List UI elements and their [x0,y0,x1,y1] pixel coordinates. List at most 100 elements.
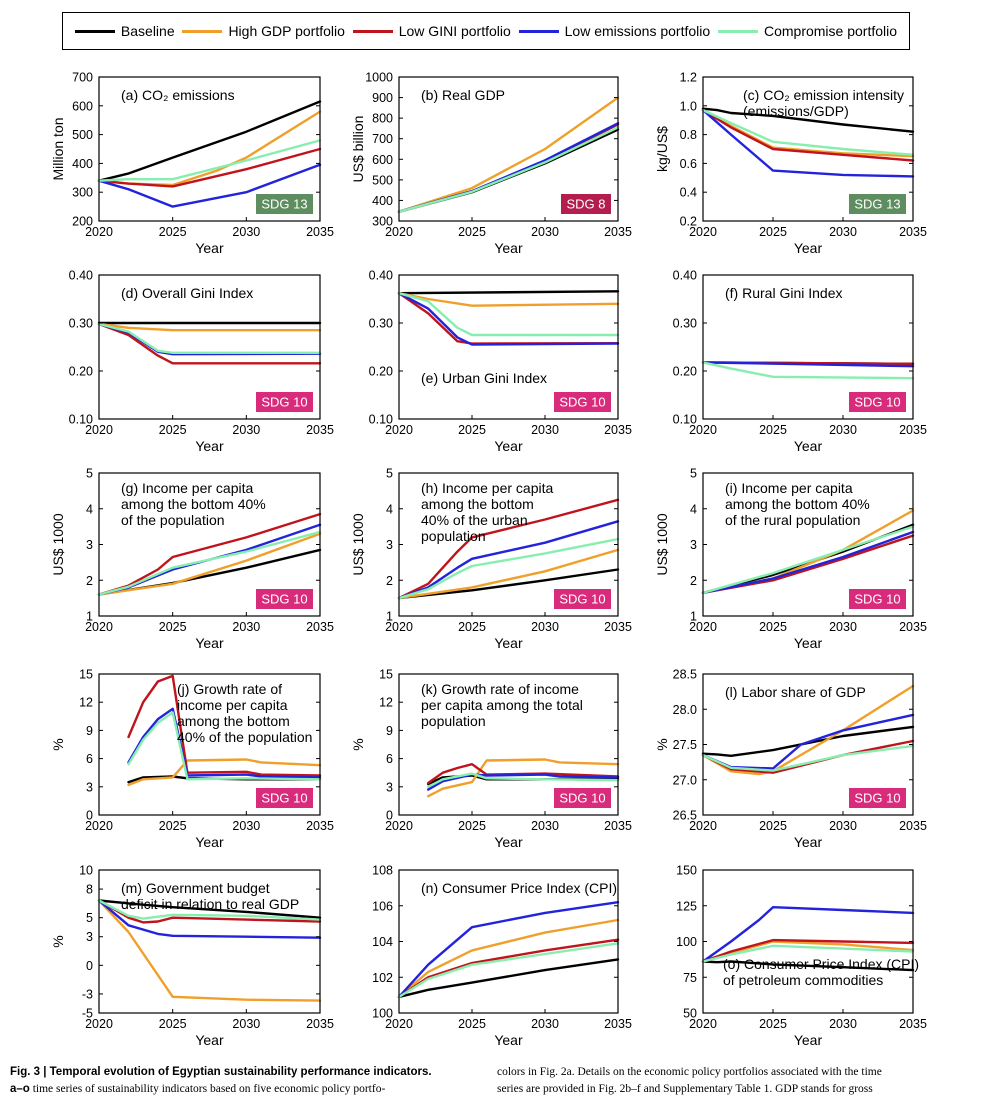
panel-title: (f) Rural Gini Index [725,285,842,301]
y-tick-label: 0.2 [680,215,697,229]
y-tick-label: 0 [86,959,93,973]
legend-item-high-gdp: High GDP portfolio [182,23,345,39]
series-line-low-emissions-portfolio [397,901,620,999]
sdg-badge [561,194,611,214]
panel-o: 50 75 100 125 150 2020 2025 2030 2035 Year (o) Con… [676,864,927,1049]
series-line-compromise-portfolio [701,361,915,380]
y-tick-label: 1.0 [680,99,697,113]
y-tick-label: 12 [79,696,93,710]
x-tick-label: 2035 [604,225,632,239]
y-tick-label: 400 [372,194,393,208]
panel-title: (h) Income per capita [421,480,553,496]
y-tick-label: 26.5 [673,809,697,823]
x-tick-label: 2035 [306,1017,334,1031]
x-tick-label: 2020 [385,1017,413,1031]
x-tick-label: 2030 [531,620,559,634]
legend: Baseline High GDP portfolio Low GINI por… [62,12,910,50]
y-tick-label: 200 [72,215,93,229]
sdg-badge-label: SDG 10 [559,592,605,607]
series-line-low-emissions-portfolio [701,713,915,770]
y-axis-label: Million ton [50,117,66,180]
series-line-low-emissions-portfolio [701,108,915,178]
panel-d: 0.10 0.20 0.30 0.40 2020 2025 2030 2035 Year (d) … [69,269,334,455]
x-tick-label: 2020 [385,423,413,437]
y-tick-label: 0.8 [680,128,697,142]
y-tick-label: 3 [86,930,93,944]
legend-label: High GDP portfolio [228,23,345,39]
y-tick-label: 0 [86,809,93,823]
x-tick-label: 2030 [829,423,857,437]
y-axis-label: % [50,738,66,750]
x-tick-label: 2035 [604,423,632,437]
panel-e: 0.10 0.20 0.30 0.40 2020 2025 2030 2035 Year (e) … [369,269,632,455]
legend-label: Compromise portfolio [763,23,898,39]
series-line-baseline [97,899,322,919]
y-axis-label: % [654,738,670,750]
series-line-high-gdp-portfolio [397,96,620,213]
x-tick-label: 2025 [159,225,187,239]
sdg-badge-label: SDG 10 [559,395,605,410]
x-tick-label: 2025 [458,1017,486,1031]
plot-frame [98,673,321,816]
x-axis-label: Year [195,635,224,651]
x-axis-label: Year [794,834,823,850]
x-axis-label: Year [195,240,224,256]
panel-title: population [421,713,486,729]
series-line-high-gdp-portfolio [397,548,620,600]
x-axis-label: Year [794,1032,823,1048]
x-tick-label: 2035 [306,423,334,437]
y-axis-label: US$ billion [350,116,366,183]
y-tick-label: 8 [86,883,93,897]
panel-title: (m) Government budget [121,880,270,896]
sdg-badge [554,589,611,609]
sdg-badge-label: SDG 13 [261,197,307,212]
y-tick-label: 1000 [365,71,393,85]
plot-frame [702,274,914,420]
panel-title: (a) CO₂ emissions [121,87,235,103]
panel-title: (i) Income per capita [725,480,853,496]
series-line-low-gini-portfolio [701,108,915,162]
x-tick-label: 2030 [531,1017,559,1031]
series-line-compromise-portfolio [701,944,915,963]
panel-title: (b) Real GDP [421,87,505,103]
y-tick-label: 3 [86,538,93,552]
y-tick-label: 400 [72,157,93,171]
x-tick-label: 2025 [458,819,486,833]
x-tick-label: 2020 [689,225,717,239]
y-tick-label: 2 [386,574,393,588]
series-line-baseline [397,568,620,600]
y-tick-label: 108 [372,864,393,878]
y-tick-label: 600 [372,153,393,167]
series-line-low-gini-portfolio [97,322,322,365]
x-tick-label: 2025 [759,620,787,634]
x-tick-label: 2030 [829,819,857,833]
x-axis-label: Year [195,834,224,850]
y-tick-label: 500 [72,128,93,142]
y-tick-label: 0.20 [673,365,697,379]
y-tick-label: 4 [86,502,93,516]
y-tick-label: 3 [386,538,393,552]
y-tick-label: 15 [79,668,93,682]
plot-frame [98,274,321,420]
sdg-badge-label: SDG 8 [566,197,605,212]
series-line-baseline [397,290,620,295]
panel-title: (emissions/GDP) [743,103,849,119]
panel-title: of the rural population [725,512,860,528]
y-tick-label: 150 [676,864,697,878]
panel-title: (d) Overall Gini Index [121,285,253,301]
series-line-baseline [97,100,322,182]
panel-title: income per capita [177,697,288,713]
y-tick-label: 4 [690,502,697,516]
x-tick-label: 2025 [759,1017,787,1031]
x-tick-label: 2035 [899,225,927,239]
x-axis-label: Year [494,635,523,651]
x-tick-label: 2035 [899,423,927,437]
series-line-low-gini-portfolio [97,899,322,924]
y-tick-label: 75 [683,971,697,985]
y-tick-label: 0.10 [369,413,393,427]
x-tick-label: 2025 [759,225,787,239]
sdg-badge [256,392,313,412]
x-tick-label: 2020 [385,819,413,833]
y-tick-label: 9 [386,724,393,738]
